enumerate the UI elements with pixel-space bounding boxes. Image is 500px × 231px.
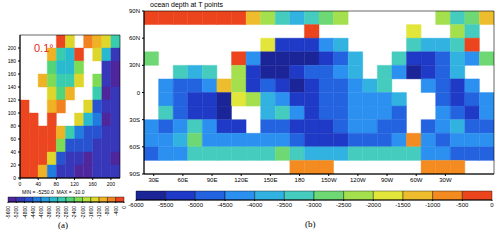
svg-text:-800: -800 (104, 206, 110, 216)
svg-text:200: 200 (8, 45, 16, 51)
svg-text:160: 160 (89, 181, 98, 187)
svg-text:120E: 120E (234, 177, 248, 183)
svg-text:-2000: -2000 (80, 206, 86, 219)
svg-text:-3600: -3600 (46, 206, 52, 219)
svg-text:30W: 30W (439, 177, 452, 183)
svg-text:-5000: -5000 (188, 202, 204, 208)
svg-text:60W: 60W (410, 177, 423, 183)
html-text:(a): (a) (58, 220, 68, 230)
svg-text:120W: 120W (350, 177, 366, 183)
svg-text:-1200: -1200 (96, 206, 102, 219)
svg-text:60: 60 (10, 136, 16, 142)
svg-text:-6000: -6000 (128, 202, 144, 208)
svg-text:-2400: -2400 (71, 206, 77, 219)
svg-text:30N: 30N (129, 62, 140, 68)
svg-text:-4000: -4000 (38, 206, 44, 219)
svg-text:20: 20 (10, 162, 16, 168)
svg-text:-3000: -3000 (306, 202, 322, 208)
svg-text:30E: 30E (148, 177, 159, 183)
svg-text:-4800: -4800 (22, 206, 28, 219)
svg-text:180: 180 (295, 177, 306, 183)
svg-text:-5600: -5600 (8, 206, 11, 219)
svg-text:-1600: -1600 (88, 206, 94, 219)
svg-text:-2000: -2000 (366, 202, 382, 208)
svg-text:90S: 90S (129, 171, 140, 177)
svg-text:-1500: -1500 (395, 202, 411, 208)
svg-text:160: 160 (8, 71, 16, 77)
svg-text:-2800: -2800 (63, 206, 69, 219)
svg-text:0: 0 (13, 175, 16, 181)
svg-text:0: 0 (19, 181, 22, 187)
svg-text:180: 180 (8, 58, 16, 64)
svg-text:40: 40 (35, 181, 41, 187)
html-text:0.1°: 0.1° (34, 42, 54, 54)
svg-text:150W: 150W (321, 177, 337, 183)
svg-text:0: 0 (490, 202, 492, 208)
svg-text:-2500: -2500 (336, 202, 352, 208)
svg-text:-5200: -5200 (13, 206, 19, 219)
svg-text:-4500: -4500 (217, 202, 233, 208)
svg-text:90W: 90W (381, 177, 394, 183)
svg-text:-5500: -5500 (158, 202, 174, 208)
svg-text:-1000: -1000 (425, 202, 441, 208)
svg-text:100: 100 (8, 110, 16, 116)
svg-text:60N: 60N (129, 35, 140, 41)
svg-text:120: 120 (70, 181, 79, 187)
svg-text:90N: 90N (129, 8, 140, 14)
svg-text:-4400: -4400 (30, 206, 36, 219)
svg-text:30S: 30S (129, 117, 140, 123)
svg-text:150E: 150E (263, 177, 277, 183)
svg-text:-4000: -4000 (247, 202, 263, 208)
svg-text:80: 80 (10, 123, 16, 129)
svg-text:60S: 60S (129, 144, 140, 150)
svg-text:-500: -500 (456, 202, 469, 208)
svg-text:200: 200 (107, 181, 116, 187)
svg-text:-400: -400 (113, 206, 119, 216)
svg-text:140: 140 (8, 84, 16, 90)
svg-text:0: 0 (137, 90, 141, 96)
html-text:ocean depth at T points: ocean depth at T points (150, 1, 223, 8)
svg-text:-3500: -3500 (277, 202, 293, 208)
html-text:(b): (b) (305, 219, 316, 229)
html-text:MIN = -5250.0 MAX = -10.0: MIN = -5250.0 MAX = -10.0 (22, 189, 85, 195)
svg-text:120: 120 (8, 97, 16, 103)
svg-text:-3200: -3200 (55, 206, 61, 219)
svg-text:80: 80 (54, 181, 60, 187)
svg-text:0: 0 (121, 206, 127, 209)
svg-text:40: 40 (10, 149, 16, 155)
svg-text:90E: 90E (207, 177, 218, 183)
svg-text:60E: 60E (178, 177, 189, 183)
